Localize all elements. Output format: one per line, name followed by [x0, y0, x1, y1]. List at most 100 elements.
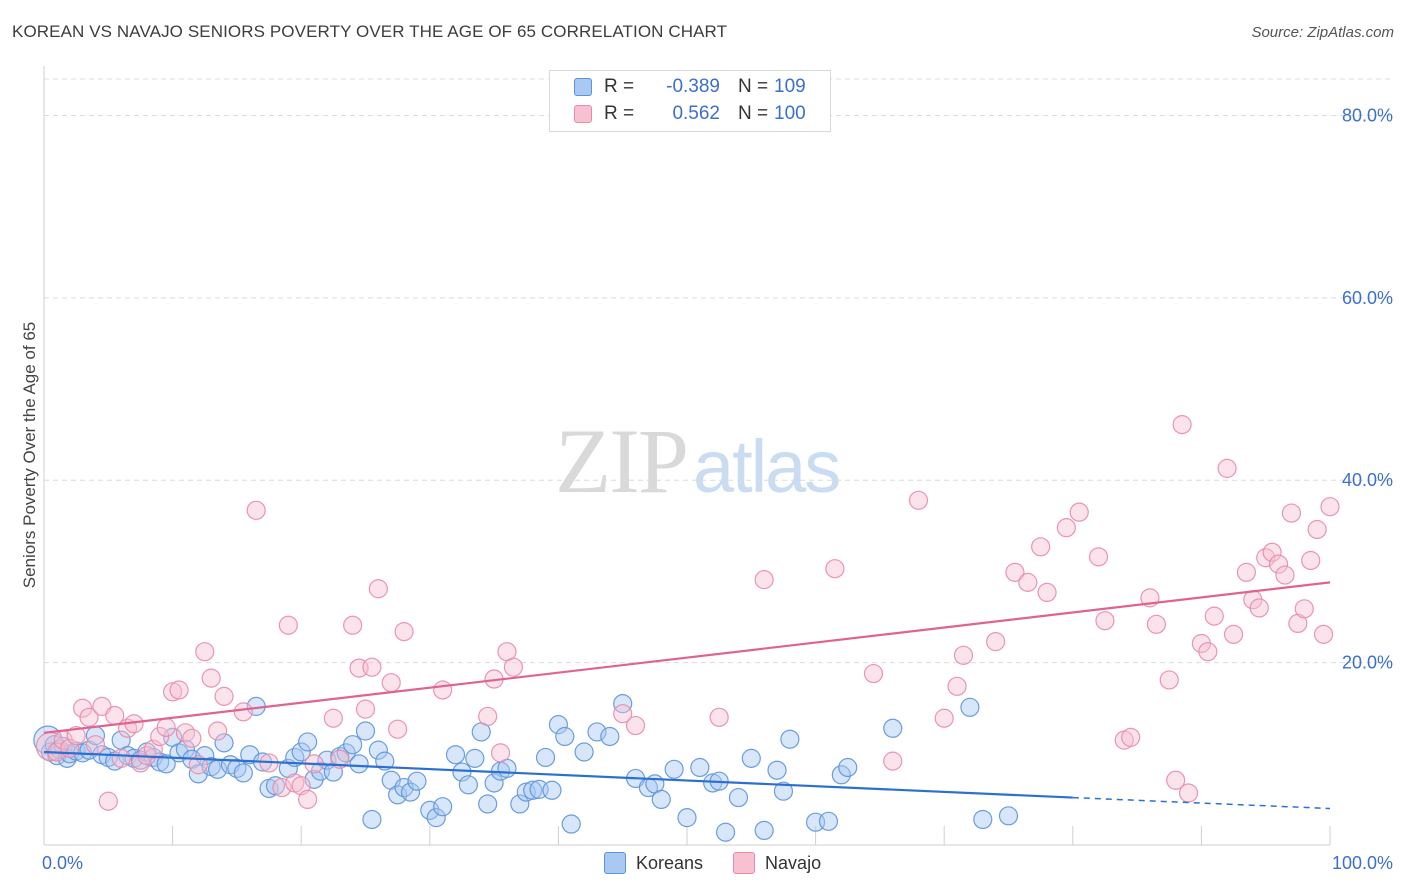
navajo-point: [1262, 542, 1282, 562]
navajo-point: [986, 632, 1006, 652]
legend-swatch-navajo: [574, 105, 592, 123]
korean-point: [156, 754, 176, 774]
navajo-point: [1095, 611, 1115, 631]
navajo-point: [503, 657, 523, 677]
navajo-point: [330, 749, 350, 769]
korean-point: [407, 771, 427, 791]
y-tick-label: 80.0%: [1342, 105, 1393, 125]
korean-point: [883, 718, 903, 738]
series-legend-navajo[interactable]: Navajo: [733, 852, 821, 874]
navajo-point: [1217, 458, 1237, 478]
navajo-point: [195, 642, 215, 662]
legend-r-value-navajo: 0.562: [672, 103, 720, 124]
navajo-point: [1281, 503, 1302, 523]
korean-point: [362, 809, 382, 830]
korean-point: [651, 789, 671, 810]
korean-point: [298, 732, 318, 752]
navajo-point: [188, 755, 208, 775]
korean-point: [349, 754, 369, 774]
legend-swatch-koreans: [574, 78, 592, 96]
series-label-koreans: Koreans: [636, 852, 704, 873]
navajo-point: [381, 673, 401, 693]
navajo-point: [1301, 550, 1321, 571]
navajo-point: [883, 751, 903, 771]
korean-point: [767, 760, 787, 780]
navajo-point: [1005, 562, 1025, 582]
watermark-zip: ZIP: [555, 410, 689, 512]
korean-point: [998, 806, 1019, 826]
navajo-point: [368, 579, 388, 599]
legend-n-value-navajo: 100: [774, 103, 806, 124]
korean-point: [600, 726, 620, 747]
chart-title: KOREAN VS NAVAJO SENIORS POVERTY OVER TH…: [12, 22, 728, 41]
korean-point: [355, 721, 376, 741]
navajo-point: [908, 490, 929, 510]
legend-n-label: N =: [738, 76, 769, 97]
navajo-point: [625, 715, 646, 736]
legend-r-value-koreans: -0.389: [666, 76, 720, 97]
korean-point: [510, 794, 530, 814]
legend-r-label: R =: [604, 103, 635, 124]
navajo-point: [1056, 518, 1076, 538]
navajo-point: [298, 789, 318, 810]
navajo-point: [1320, 497, 1340, 517]
navajo-point: [709, 707, 729, 727]
navajo-point: [1198, 642, 1218, 662]
korean-point: [587, 722, 607, 742]
navajo-point: [613, 704, 633, 724]
series-legend: Koreans Navajo: [604, 852, 851, 874]
korean-point: [535, 747, 556, 768]
navajo-point: [182, 728, 202, 748]
navajo-point: [130, 753, 151, 773]
watermark-atlas: atlas: [693, 425, 841, 508]
navajo-point: [1159, 670, 1179, 690]
navajo-point: [934, 708, 954, 728]
navajo-point: [478, 706, 498, 727]
navajo-point: [490, 743, 511, 763]
navajo-point: [355, 699, 376, 719]
navajo-point: [79, 707, 99, 727]
series-legend-koreans[interactable]: Koreans: [604, 852, 703, 874]
navajo-point: [272, 777, 292, 798]
navajo-point: [1069, 502, 1089, 522]
navajo-point: [1223, 624, 1244, 644]
y-tick-label: 40.0%: [1342, 470, 1393, 490]
navajo-point: [169, 680, 189, 700]
navajo-point: [278, 615, 298, 635]
navajo-point: [98, 791, 118, 811]
navajo-point: [156, 717, 176, 737]
navajo-point: [1313, 624, 1334, 644]
korean-point: [214, 733, 234, 753]
korean-point: [445, 745, 466, 765]
navajo-point: [394, 622, 414, 642]
korean-point: [741, 748, 761, 768]
legend-r-label: R =: [604, 76, 635, 97]
x-tick-label: 0.0%: [42, 853, 83, 873]
series-swatch-navajo: [733, 852, 756, 874]
navajo-point: [1037, 582, 1057, 603]
korean-point: [838, 757, 858, 778]
korean-point: [420, 800, 440, 820]
navajo-point: [1178, 783, 1199, 803]
navajo-point: [863, 663, 884, 684]
navajo-point: [825, 559, 845, 579]
y-tick-label: 20.0%: [1342, 653, 1393, 673]
navajo-point: [1018, 572, 1038, 592]
korean-point: [715, 822, 736, 842]
korean-point: [433, 797, 453, 817]
navajo-point: [214, 686, 234, 706]
korean-point: [960, 697, 980, 717]
navajo-point: [947, 676, 967, 696]
korean-point: [291, 742, 311, 762]
korean-point: [555, 726, 575, 747]
navajo-point: [953, 645, 974, 665]
navajo-point: [343, 615, 363, 635]
korean-point: [973, 809, 993, 830]
korean-point: [754, 820, 774, 841]
korean-point: [368, 740, 388, 760]
navajo-point: [1307, 519, 1327, 540]
watermark: ZIPatlas: [555, 408, 841, 514]
korean-point: [574, 742, 594, 762]
navajo-point: [163, 682, 183, 702]
korean-point: [542, 780, 562, 800]
